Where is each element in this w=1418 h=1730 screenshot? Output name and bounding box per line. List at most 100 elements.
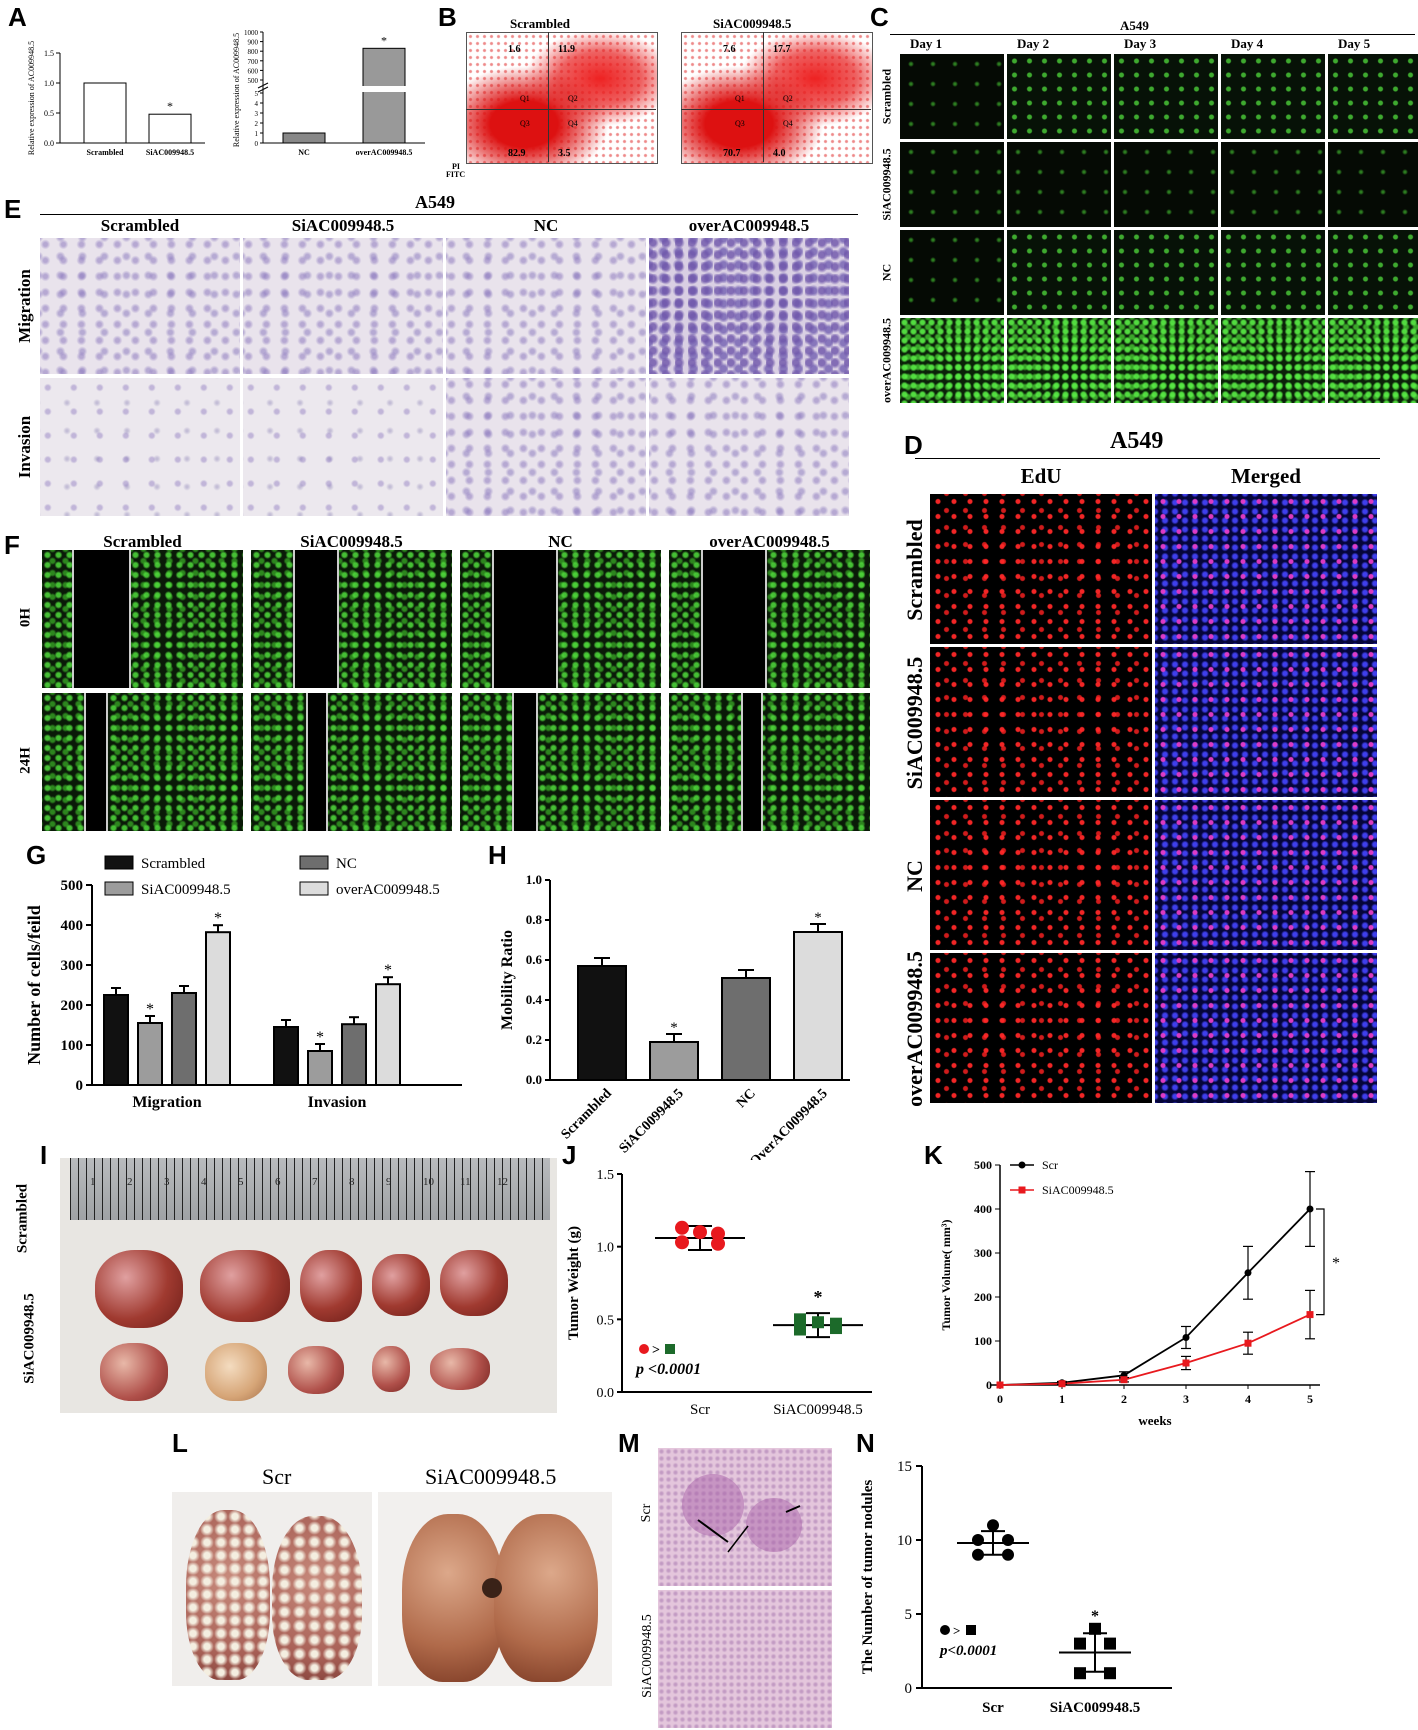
transwell-image [446,238,646,374]
axis-break [257,82,269,89]
row-label-overAC009948.5: overAC009948.5 [902,951,927,1107]
row-label-Scrambled: Scrambled [902,519,927,621]
axis-break [257,86,269,93]
merged-image [1155,494,1377,644]
edu-image [930,953,1152,1103]
data-point [693,1225,707,1240]
y-tick-label: 1.0 [526,872,542,887]
y-tick-label: 900 [248,39,259,47]
panel-l-photo-scr [172,1492,372,1686]
panel-l-col-scr: Scr [262,1464,292,1489]
x-tick-label: overAC009948.5 [356,148,413,157]
y-tick-label: 200 [61,998,84,1014]
panel-label-n: N [856,1428,875,1458]
x-axis-label: weeks [1138,1413,1171,1428]
panel-m-row-scr: Scr [639,1503,654,1523]
y-axis-label: Number of cells/feild [24,905,44,1065]
panel-c-grid: Day 1 Day 2 Day 3 Day 4 Day 5 Scrambled SiAC00… [870,34,1418,424]
fluorescence-image [1007,318,1111,403]
q3-label: Q3 [735,119,745,128]
panel-d-title: A549 [1110,428,1164,454]
x-tick-label: 5 [1307,1392,1313,1406]
y-tick-label: 1.0 [44,79,54,88]
transwell-image [243,238,443,374]
data-point [1306,1311,1314,1319]
y-tick-label: 1000 [244,29,259,37]
fluorescence-image [1328,142,1418,227]
panel-e-title: A549 [415,192,455,212]
panel-label-k: K [924,1140,943,1170]
y-tick-label: 600 [248,67,259,75]
panel-g-chart: Scrambled SiAC009948.5 NC overAC009948.5 0 10… [24,855,462,1111]
y-tick-label: 0.0 [44,139,54,148]
x-tick-label: Scrambled [559,1086,615,1142]
significance-star: * [1332,1255,1340,1272]
col-header: NC [533,216,559,235]
transwell-image [446,378,646,516]
col-header: Scrambled [100,216,180,235]
panel-label-a: A [8,2,27,32]
bar-OverAC009948.5 [793,931,843,1081]
panel-d-grid: EdU Merged Scrambled SiAC009948.5 NC overAC00… [900,458,1418,1133]
x-tick-label: 2 [1121,1392,1127,1406]
data-point [1244,1339,1252,1347]
x-category-label: Invasion [308,1094,367,1111]
y-tick-label: 0.5 [597,1313,615,1328]
wound-gap [492,550,558,688]
y-tick-label: 200 [974,1290,992,1304]
series-line-SiAC009948.5 [999,1313,1311,1386]
q1-label: Q1 [520,94,530,103]
legend-square [966,1625,976,1635]
q2-value: 17.7 [773,44,791,55]
y-tick-label: 1 [255,130,259,138]
data-point [794,1313,806,1326]
panel-m-histology-si [658,1590,832,1728]
x-tick-label: SiAC009948.5 [146,148,194,157]
merged-image [1155,647,1377,797]
y-tick-label: 1.5 [44,49,54,58]
x-tick-label: NC [298,148,310,157]
col-header: overAC009948.5 [709,532,830,551]
legend-swatch-overAC009948.5 [299,881,329,896]
bar-overAC009948.5 [362,47,406,144]
day-header: Day 2 [1017,36,1050,51]
y-tick-label: 0.2 [526,1032,542,1047]
ruler-number: 3 [164,1176,170,1188]
p-value: p <0.0001 [634,1361,701,1378]
wound-gap [741,693,763,831]
x-tick-label: Scr [690,1402,710,1418]
significance-star: * [1091,1608,1099,1625]
wound-gap [306,693,328,831]
y-tick-label: 0.4 [526,992,543,1007]
x-tick-label: OverAC009948.5 [747,1086,830,1160]
y-tick-label: 400 [974,1202,992,1216]
bar-NC-Invasion [341,1023,367,1086]
y-axis-label: Tumor Weight (g) [566,1226,582,1340]
ruler [70,1158,550,1220]
ruler-number: 12 [497,1176,508,1188]
col-header: SiAC009948.5 [291,216,395,235]
fluorescence-image [1221,230,1325,315]
x-tick-label: SiAC009948.5 [773,1402,863,1418]
fluorescence-image [1007,142,1111,227]
y-axis-label: Mobility Ratio [499,930,516,1030]
col-header: EdU [1020,464,1062,488]
legend-marker [1018,1186,1026,1194]
wound-image [251,550,452,688]
panel-n-chart: 0 5 10 15 Scr SiAC009948.5 * > p<0.0001 The Numbe… [860,1459,1172,1716]
y-tick-label: 300 [974,1246,992,1260]
legend-swatch-SiAC009948.5 [104,881,134,896]
y-tick-label: 0.0 [526,1072,542,1087]
y-tick-label: 300 [61,958,84,974]
y-tick-label: 15 [897,1459,912,1475]
fluorescence-image [1007,54,1111,139]
fluorescence-image [900,54,1004,139]
wound-image [42,550,243,688]
transwell-image [649,238,849,374]
col-header: Scrambled [103,532,182,551]
legend-gt: > [652,1343,660,1358]
significance-star: * [167,99,173,113]
y-tick-label: 2 [255,120,259,128]
edu-image [930,800,1152,950]
